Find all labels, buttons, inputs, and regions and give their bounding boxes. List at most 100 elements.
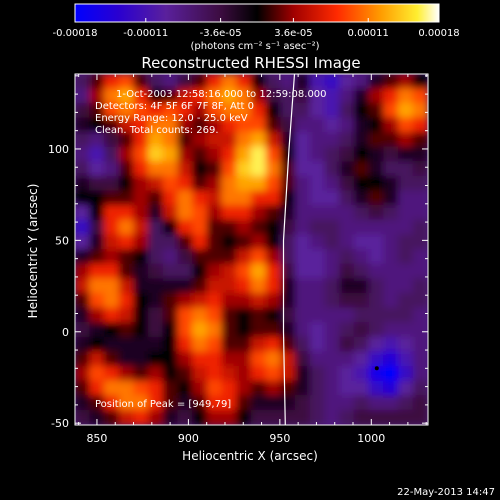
heatmap-cell bbox=[162, 132, 179, 148]
heatmap-cell bbox=[89, 278, 105, 294]
heatmap-cell bbox=[192, 409, 208, 425]
heatmap-cell bbox=[251, 234, 267, 251]
heatmap-cell bbox=[103, 234, 120, 251]
heatmap-cell bbox=[236, 234, 252, 251]
heatmap-cell bbox=[368, 132, 385, 148]
heatmap-cell bbox=[103, 307, 120, 324]
heatmap-cell bbox=[75, 88, 91, 104]
heatmap-cell bbox=[412, 175, 428, 192]
heatmap-cell bbox=[324, 175, 341, 192]
heatmap-cell bbox=[192, 88, 208, 104]
heatmap-cell bbox=[295, 234, 311, 251]
heatmap-cell bbox=[148, 366, 164, 382]
heatmap-cell bbox=[177, 307, 194, 324]
heatmap-cell bbox=[118, 351, 135, 368]
heatmap-cell bbox=[162, 117, 179, 134]
heatmap-cell bbox=[398, 395, 414, 411]
heatmap-cell bbox=[103, 249, 120, 265]
heatmap-cell bbox=[412, 249, 428, 265]
heatmap-cell bbox=[118, 190, 135, 207]
heatmap-cell bbox=[251, 322, 267, 338]
heatmap-cell bbox=[221, 292, 238, 309]
heatmap-cell bbox=[133, 88, 150, 104]
heatmap-cell bbox=[177, 395, 194, 411]
heatmap-cell bbox=[206, 366, 223, 382]
heatmap-cell bbox=[295, 219, 311, 236]
heatmap-cell bbox=[221, 395, 238, 411]
heatmap-cell bbox=[89, 161, 105, 177]
heatmap-cell bbox=[398, 234, 414, 251]
heatmap-cell bbox=[192, 175, 208, 192]
heatmap-cell bbox=[133, 117, 150, 134]
heatmap-cell bbox=[133, 395, 150, 411]
heatmap-cell bbox=[177, 322, 194, 338]
annotation-energy-range: Energy Range: 12.0 - 25.0 keV bbox=[95, 113, 248, 124]
annotation-detectors: Detectors: 4F 5F 6F 7F 8F, Att 0 bbox=[95, 101, 254, 112]
heatmap-cell bbox=[177, 190, 194, 207]
heatmap-cell bbox=[251, 336, 267, 353]
heatmap-cell bbox=[118, 409, 135, 425]
heatmap-cell bbox=[265, 132, 282, 148]
heatmap-cell bbox=[133, 366, 150, 382]
heatmap-cell bbox=[103, 366, 120, 382]
heatmap-cell bbox=[89, 205, 105, 221]
heatmap-cell bbox=[295, 102, 311, 119]
heatmap-cell bbox=[383, 146, 400, 163]
heatmap-cell bbox=[324, 132, 341, 148]
heatmap-cell bbox=[133, 278, 150, 294]
heatmap-cell bbox=[295, 351, 311, 368]
heatmap-cell bbox=[177, 278, 194, 294]
heatmap-cell bbox=[206, 351, 223, 368]
heatmap-cell bbox=[192, 351, 208, 368]
heatmap-cell bbox=[412, 146, 428, 163]
heatmap-cell bbox=[280, 395, 297, 411]
heatmap-cell bbox=[148, 88, 164, 104]
heatmap-cell bbox=[412, 190, 428, 207]
heatmap-cell bbox=[192, 249, 208, 265]
heatmap-cell bbox=[412, 88, 428, 104]
heatmap-cell bbox=[280, 205, 297, 221]
heatmap-cell bbox=[251, 380, 267, 397]
heatmap-cell bbox=[89, 351, 105, 368]
heatmap-cell bbox=[398, 322, 414, 338]
heatmap-cell bbox=[103, 146, 120, 163]
heatmap-cell bbox=[251, 146, 267, 163]
heatmap-cell bbox=[368, 117, 385, 134]
heatmap-cell bbox=[383, 205, 400, 221]
heatmap-cell bbox=[221, 322, 238, 338]
heatmap-cell bbox=[295, 322, 311, 338]
heatmap-cell bbox=[339, 351, 355, 368]
heatmap-cell bbox=[368, 175, 385, 192]
heatmap-cell bbox=[339, 366, 355, 382]
heatmap-cell bbox=[412, 307, 428, 324]
heatmap-cell bbox=[89, 190, 105, 207]
heatmap-cell bbox=[162, 190, 179, 207]
heatmap-cell bbox=[118, 249, 135, 265]
heatmap-cell bbox=[295, 146, 311, 163]
heatmap-cell bbox=[206, 307, 223, 324]
heatmap-cell bbox=[236, 161, 252, 177]
heatmap-cell bbox=[280, 336, 297, 353]
heatmap-cell bbox=[398, 132, 414, 148]
heatmap-cell bbox=[295, 278, 311, 294]
heatmap-cell bbox=[206, 205, 223, 221]
heatmap-cell bbox=[133, 190, 150, 207]
heatmap-cell bbox=[192, 380, 208, 397]
heatmap-cell bbox=[398, 409, 414, 425]
heatmap-cell bbox=[221, 278, 238, 294]
heatmap-cell bbox=[103, 161, 120, 177]
heatmap-cell bbox=[75, 205, 91, 221]
heatmap-cell bbox=[162, 395, 179, 411]
heatmap-cell bbox=[192, 190, 208, 207]
heatmap-cell bbox=[412, 234, 428, 251]
heatmap-cell bbox=[353, 175, 370, 192]
heatmap-cell bbox=[75, 292, 91, 309]
heatmap-cell bbox=[368, 146, 385, 163]
heatmap-cell bbox=[162, 292, 179, 309]
heatmap-cell bbox=[177, 219, 194, 236]
heatmap-cell bbox=[295, 161, 311, 177]
heatmap-cell bbox=[309, 351, 326, 368]
heatmap-cell bbox=[353, 336, 370, 353]
heatmap-cell bbox=[353, 395, 370, 411]
heatmap-cell bbox=[353, 190, 370, 207]
